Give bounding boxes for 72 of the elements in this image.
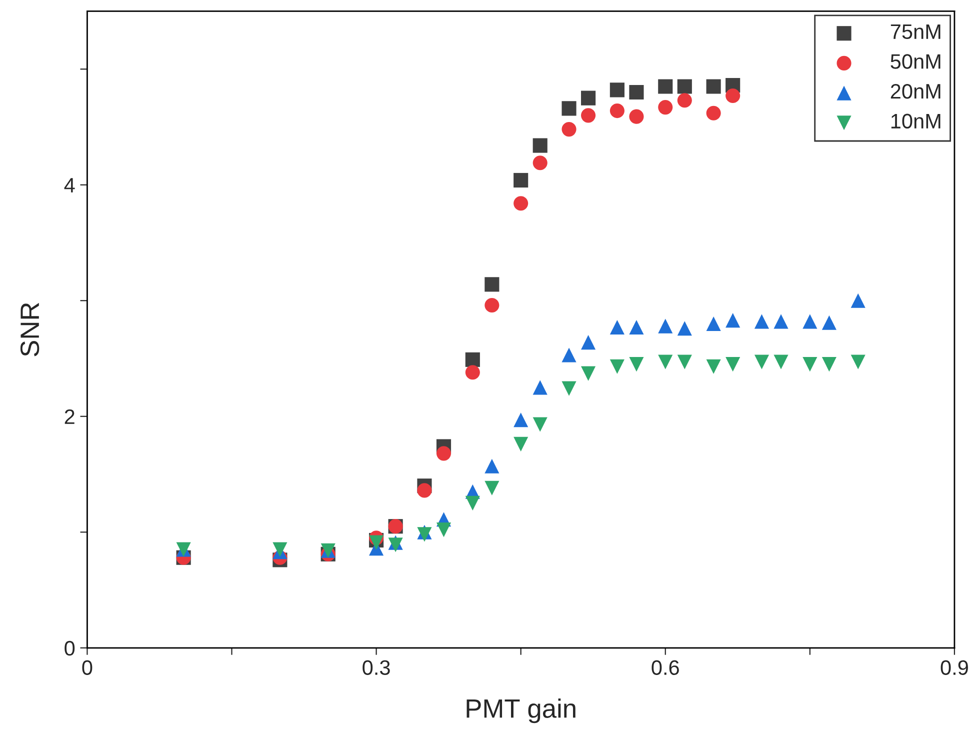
point <box>658 79 673 94</box>
point <box>562 101 576 116</box>
point <box>465 496 480 510</box>
y-axis-title: SNR <box>20 302 40 356</box>
point <box>754 354 770 370</box>
point <box>465 365 480 380</box>
point <box>436 522 452 538</box>
point <box>629 109 644 124</box>
point <box>417 483 432 498</box>
point <box>629 320 644 335</box>
point <box>532 417 548 432</box>
point <box>581 108 596 123</box>
y-tick-label: 0 <box>64 640 75 656</box>
point <box>629 84 644 100</box>
point <box>850 293 866 308</box>
point <box>562 348 576 362</box>
x-axis-title: PMT gain <box>466 698 576 724</box>
point <box>677 354 692 370</box>
point <box>726 313 740 328</box>
point <box>610 320 624 335</box>
point <box>514 436 528 452</box>
point <box>629 357 644 372</box>
point <box>726 88 740 104</box>
point <box>726 357 740 372</box>
point <box>514 172 528 188</box>
point <box>610 104 624 118</box>
point <box>850 354 866 370</box>
x-tick-label: 0.9 <box>940 660 968 675</box>
point <box>706 316 721 332</box>
point <box>562 381 576 396</box>
point <box>436 446 452 461</box>
point <box>562 122 576 137</box>
point <box>677 79 692 94</box>
point <box>706 106 721 120</box>
point <box>484 298 500 313</box>
x-tick-label: 0.6 <box>652 660 679 675</box>
y-tick-label: 2 <box>64 409 74 424</box>
point <box>484 277 500 292</box>
point <box>677 93 692 108</box>
point <box>610 359 624 374</box>
point <box>802 314 818 329</box>
point <box>514 412 528 428</box>
point <box>658 318 673 334</box>
point <box>484 480 500 496</box>
legend-label: 50nM <box>890 54 940 69</box>
point <box>532 380 548 395</box>
point <box>514 196 528 211</box>
point <box>581 90 596 106</box>
point <box>610 82 624 98</box>
point <box>532 156 548 170</box>
point <box>706 79 721 94</box>
point <box>581 366 596 381</box>
point <box>774 314 788 329</box>
legend-label: 75nM <box>890 24 940 40</box>
point <box>822 315 836 330</box>
point <box>465 352 480 367</box>
point <box>754 314 770 329</box>
point <box>658 100 673 115</box>
y-tick-label: 4 <box>64 178 75 192</box>
point <box>802 357 818 372</box>
point <box>658 354 673 370</box>
point <box>774 354 788 370</box>
point <box>677 321 692 336</box>
point <box>484 458 500 474</box>
point <box>706 359 721 374</box>
x-tick-label: 0 <box>82 660 92 675</box>
x-tick-label: 0.3 <box>362 660 390 675</box>
point <box>532 138 548 153</box>
legend-label: 20nM <box>890 84 940 99</box>
point <box>822 357 836 372</box>
legend-label: 10nM <box>891 114 940 129</box>
point <box>581 335 596 350</box>
